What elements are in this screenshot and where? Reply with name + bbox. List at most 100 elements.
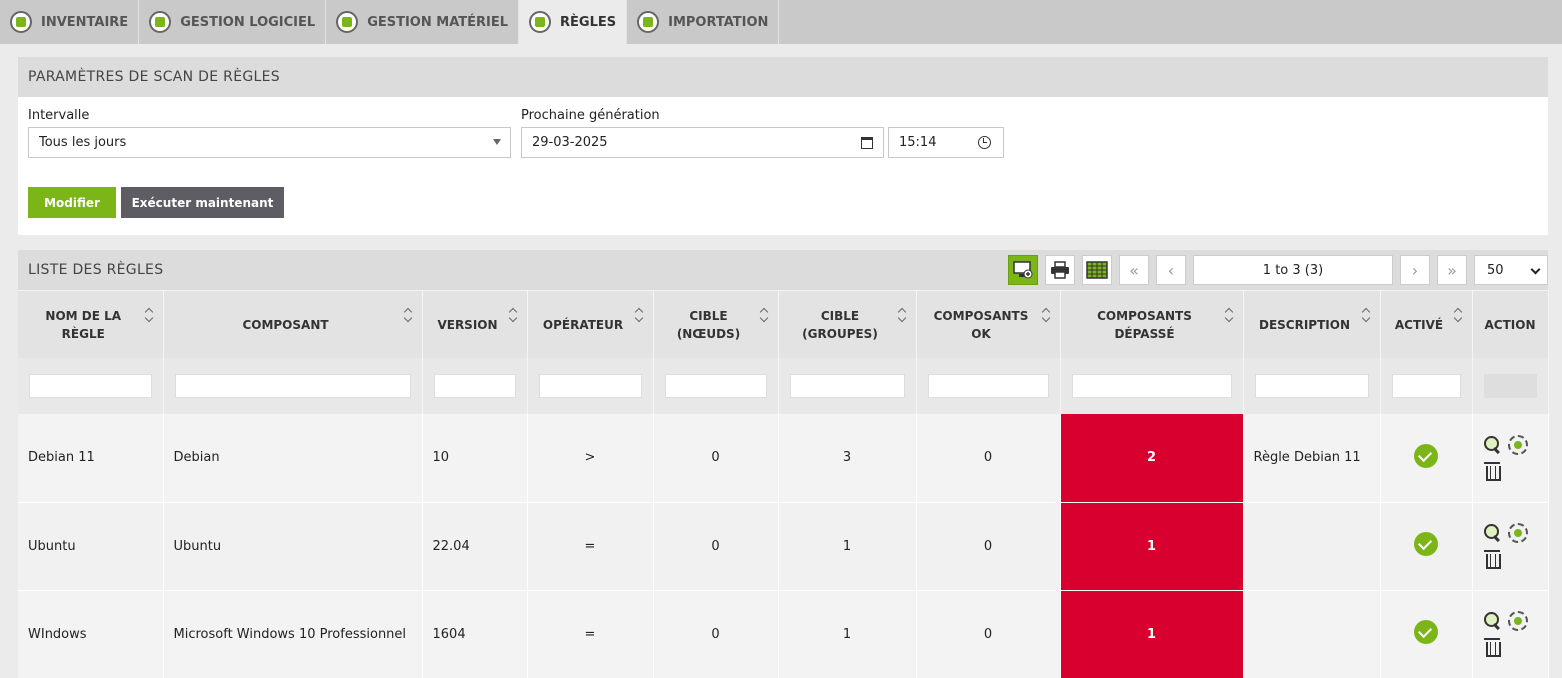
col-header-active[interactable]: ACTIVÉ xyxy=(1380,291,1473,358)
sort-icon[interactable] xyxy=(404,309,412,321)
stack-icon xyxy=(10,11,32,33)
tab-label: GESTION LOGICIEL xyxy=(180,14,316,30)
next-page-icon[interactable]: › xyxy=(1400,255,1430,285)
col-label: COMPOSANT xyxy=(242,317,329,332)
col-header-components-exceeded[interactable]: COMPOSANTS DÉPASSÉ xyxy=(1060,291,1244,358)
table-row[interactable]: Ubuntu Ubuntu 22.04 = 0 1 0 1 xyxy=(18,502,1549,591)
filter-target-nodes-input[interactable] xyxy=(664,374,767,398)
filter-name-input[interactable] xyxy=(29,374,152,398)
col-header-components-ok[interactable]: COMPOSANTS OK xyxy=(916,291,1061,358)
cell-action xyxy=(1472,414,1549,503)
cell-name: WIndows xyxy=(18,590,164,678)
col-header-description[interactable]: DESCRIPTION xyxy=(1243,291,1381,358)
trash-icon[interactable] xyxy=(1483,549,1501,569)
filter-component-input[interactable] xyxy=(174,374,411,398)
cell-name: Ubuntu xyxy=(18,502,164,591)
sort-icon[interactable] xyxy=(509,309,517,321)
col-label: COMPOSANTS DÉPASSÉ xyxy=(1097,308,1192,341)
tab-inventaire[interactable]: INVENTAIRE xyxy=(0,0,140,44)
filter-version-input[interactable] xyxy=(433,374,516,398)
gear-icon[interactable] xyxy=(1507,611,1528,631)
sort-icon[interactable] xyxy=(1362,309,1370,321)
col-label: COMPOSANTS OK xyxy=(933,308,1029,341)
tab-regles[interactable]: RÈGLES xyxy=(519,0,628,44)
view-icon[interactable] xyxy=(1483,523,1503,543)
cell-components-exceeded: 1 xyxy=(1060,502,1244,591)
filter-target-groups-input[interactable] xyxy=(789,374,905,398)
sort-icon[interactable] xyxy=(1454,309,1462,321)
col-header-version[interactable]: VERSION xyxy=(422,291,528,358)
gear-icon[interactable] xyxy=(1507,434,1528,455)
cell-name: Debian 11 xyxy=(18,414,164,503)
cell-action xyxy=(1472,502,1549,591)
tab-label: RÈGLES xyxy=(560,14,617,30)
cell-components-ok: 0 xyxy=(916,590,1061,678)
filter-operator-input[interactable] xyxy=(538,374,642,398)
trash-icon[interactable] xyxy=(1483,461,1501,481)
sort-icon[interactable] xyxy=(898,309,906,321)
table-row[interactable]: Debian 11 Debian 10 > 0 3 0 2 Règle Debi… xyxy=(18,414,1549,503)
cell-components-ok: 0 xyxy=(916,502,1061,591)
col-header-target-nodes[interactable]: CIBLE (NŒUDS) xyxy=(653,291,779,358)
col-label: OPÉRATEUR xyxy=(542,317,624,332)
rules-icon xyxy=(529,11,552,33)
tab-gestion-logiciel[interactable]: GESTION LOGICIEL xyxy=(139,0,327,44)
cell-target-groups: 1 xyxy=(778,502,917,591)
page-size-select[interactable]: 50 xyxy=(1474,255,1548,285)
cell-components-exceeded: 1 xyxy=(1060,590,1244,678)
clock-icon[interactable] xyxy=(978,136,991,149)
sort-icon[interactable] xyxy=(635,309,643,321)
col-label: NOM DE LA RÈGLE xyxy=(45,308,122,341)
col-header-component[interactable]: COMPOSANT xyxy=(163,291,423,358)
trash-icon[interactable] xyxy=(1483,637,1501,657)
col-label: CIBLE (NŒUDS) xyxy=(676,308,741,341)
tab-importation[interactable]: IMPORTATION xyxy=(627,0,780,44)
export-grid-icon[interactable] xyxy=(1082,255,1112,285)
first-page-icon[interactable]: « xyxy=(1119,255,1149,285)
sort-icon[interactable] xyxy=(760,309,768,321)
cell-target-nodes: 0 xyxy=(653,502,779,591)
calendar-icon[interactable] xyxy=(861,137,873,149)
col-header-target-groups[interactable]: CIBLE (GROUPES) xyxy=(778,291,917,358)
sort-icon[interactable] xyxy=(1042,309,1050,321)
modify-button[interactable]: Modifier xyxy=(28,187,116,218)
hardware-icon xyxy=(336,11,359,33)
next-date-value: 29-03-2025 xyxy=(532,135,608,150)
pager-info: 1 to 3 (3) xyxy=(1193,255,1393,285)
main-tabbar: INVENTAIRE GESTION LOGICIEL GESTION MATÉ… xyxy=(0,0,1562,44)
cell-operator: = xyxy=(527,502,654,591)
next-generation-label: Prochaine génération xyxy=(521,108,660,123)
sort-icon[interactable] xyxy=(145,309,153,321)
col-header-name[interactable]: NOM DE LA RÈGLE xyxy=(18,291,164,358)
filter-action-placeholder xyxy=(1483,374,1537,398)
filter-description-input[interactable] xyxy=(1254,374,1369,398)
check-circle-icon xyxy=(1414,620,1438,644)
last-page-icon[interactable]: » xyxy=(1437,255,1467,285)
cell-target-nodes: 0 xyxy=(653,590,779,678)
col-label: ACTIVÉ xyxy=(1394,317,1444,332)
cell-components-exceeded: 2 xyxy=(1060,414,1244,503)
rules-table: NOM DE LA RÈGLE COMPOSANT VERSION OPÉRAT… xyxy=(18,291,1549,678)
interval-select[interactable]: Tous les jours xyxy=(28,127,511,158)
tab-gestion-materiel[interactable]: GESTION MATÉRIEL xyxy=(326,0,520,44)
col-header-operator[interactable]: OPÉRATEUR xyxy=(527,291,654,358)
view-icon[interactable] xyxy=(1483,611,1503,631)
cell-operator: = xyxy=(527,590,654,678)
table-row[interactable]: WIndows Microsoft Windows 10 Professionn… xyxy=(18,590,1549,678)
view-icon[interactable] xyxy=(1483,435,1503,455)
filter-row xyxy=(18,358,1549,414)
sort-icon[interactable] xyxy=(1225,309,1233,321)
cell-operator: > xyxy=(527,414,654,503)
add-rule-icon[interactable] xyxy=(1008,255,1038,285)
cell-target-groups: 1 xyxy=(778,590,917,678)
filter-active-input[interactable] xyxy=(1391,374,1461,398)
print-icon[interactable] xyxy=(1045,255,1075,285)
next-time-input[interactable]: 15:14 xyxy=(888,127,1004,158)
prev-page-icon[interactable]: ‹ xyxy=(1156,255,1186,285)
run-now-button[interactable]: Exécuter maintenant xyxy=(121,187,284,218)
filter-ok-input[interactable] xyxy=(927,374,1049,398)
gear-icon[interactable] xyxy=(1507,523,1528,543)
tab-label: GESTION MATÉRIEL xyxy=(367,14,509,30)
next-date-input[interactable]: 29-03-2025 xyxy=(521,127,884,158)
filter-exceeded-input[interactable] xyxy=(1071,374,1232,398)
